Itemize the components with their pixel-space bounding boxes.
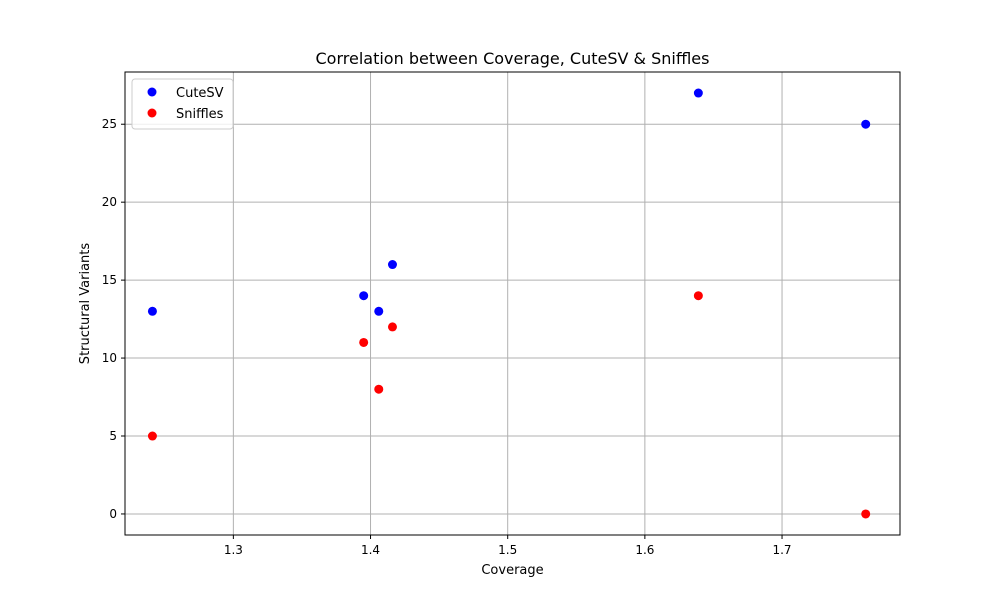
y-tick-label: 0 [109, 507, 117, 521]
sniffles-point [387, 322, 397, 332]
y-axis-label: Structural Variants [78, 243, 93, 365]
legend-marker-cutesv [147, 87, 157, 97]
legend-label-cutesv: CuteSV [176, 86, 224, 101]
legend-marker-sniffles [147, 108, 157, 118]
sniffles-point [693, 291, 703, 301]
cutesv-point [693, 88, 703, 98]
sniffles-point [861, 509, 871, 519]
legend: CuteSV Sniffles [131, 78, 234, 130]
cutesv-point [147, 306, 157, 316]
sniffles-point [147, 431, 157, 441]
x-tick-label: 1.7 [772, 543, 791, 557]
data-points [147, 88, 871, 519]
y-tick-label: 25 [102, 117, 117, 131]
y-tick-label: 5 [109, 429, 117, 443]
y-tick-label: 20 [102, 195, 117, 209]
x-tick-label: 1.6 [635, 543, 654, 557]
y-tick-label: 15 [102, 273, 117, 287]
x-tick-label: 1.4 [361, 543, 380, 557]
legend-label-sniffles: Sniffles [176, 107, 224, 122]
plot-frame [124, 71, 901, 536]
cutesv-point [387, 260, 397, 270]
axis-ticks: 1.3 1.4 1.5 1.6 1.7 0 5 10 15 20 25 [102, 117, 792, 557]
cutesv-point [861, 119, 871, 129]
cutesv-point [359, 291, 369, 301]
chart-title: Correlation between Coverage, CuteSV & S… [316, 49, 710, 68]
x-tick-label: 1.5 [498, 543, 517, 557]
cutesv-point [374, 306, 384, 316]
x-axis-label: Coverage [481, 563, 543, 578]
grid-lines [125, 72, 900, 535]
legend-box [131, 78, 234, 130]
y-tick-label: 10 [102, 351, 117, 365]
sniffles-point [359, 337, 369, 347]
sniffles-point [374, 384, 384, 394]
x-tick-label: 1.3 [224, 543, 243, 557]
